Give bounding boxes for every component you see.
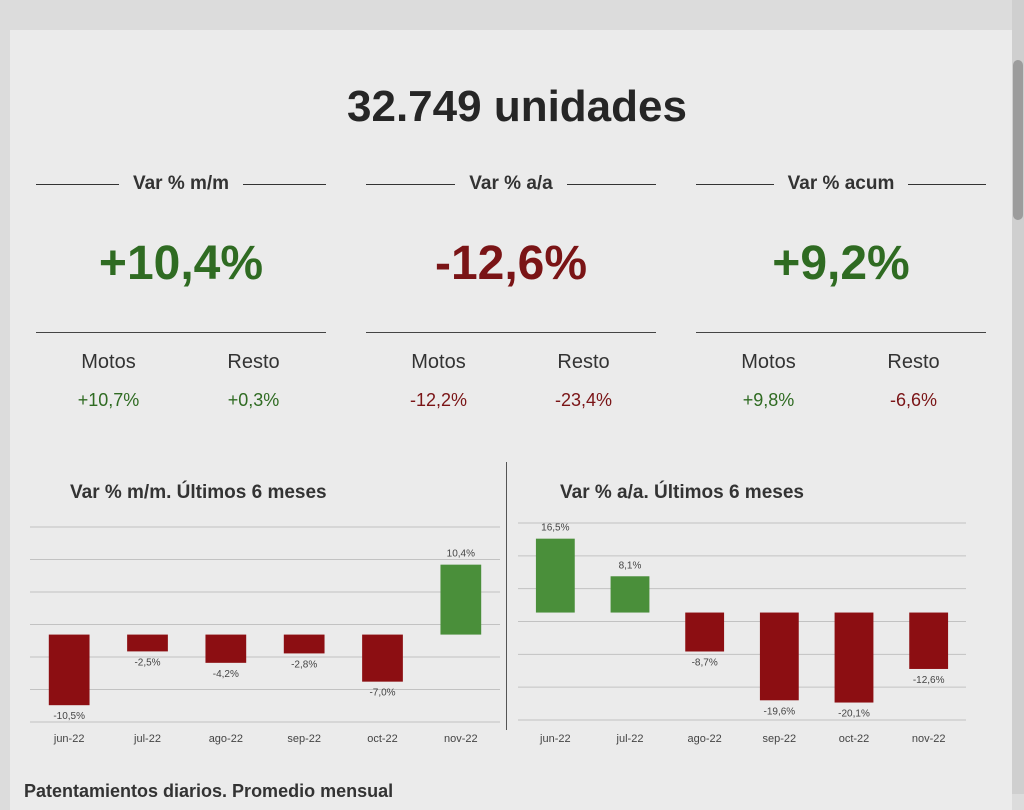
data-label: 16,5%	[541, 523, 569, 534]
data-label: -4,2%	[213, 669, 239, 680]
kpi-value: +9,2%	[772, 237, 910, 290]
kpi-sub-label-resto: Resto	[887, 351, 940, 373]
bar-oct-22	[362, 634, 403, 682]
tick-label: oct-22	[367, 733, 398, 745]
kpi-sub-value-resto: -23,4%	[554, 390, 613, 410]
kpi-var-aa: Var % a/a -12,6% Motos -12,2% Resto -23,4%	[366, 172, 657, 411]
data-label: -12,6%	[913, 675, 945, 686]
tick-label: nov-22	[444, 733, 478, 745]
bar-sep-22	[759, 612, 799, 701]
kpi-sub-label-motos: Motos	[411, 351, 466, 373]
data-label: -7,0%	[369, 688, 395, 699]
kpi-sub-value-resto: -6,6%	[889, 390, 938, 410]
kpi-var-acum: Var % acum +9,2% Motos +9,8% Resto -6,6%	[696, 172, 987, 411]
tick-label: sep-22	[763, 733, 797, 745]
data-label: 8,1%	[619, 560, 642, 571]
kpi-sub-value-motos: +9,8%	[742, 390, 795, 410]
bar-jun-22	[535, 538, 575, 613]
bar-nov-22	[909, 612, 949, 669]
chart-divider	[506, 462, 507, 730]
tick-label: sep-22	[287, 733, 321, 745]
section-title-daily: Patentamientos diarios. Promedio mensual	[24, 781, 394, 801]
tick-label: nov-22	[912, 733, 946, 745]
kpi-label: Var % a/a	[469, 173, 553, 194]
kpi-value: +10,4%	[98, 237, 264, 290]
data-label: -20,1%	[838, 709, 870, 720]
scrollbar-thumb[interactable]	[1013, 60, 1023, 220]
kpi-sub-label-motos: Motos	[81, 351, 136, 373]
kpi-sub-label-resto: Resto	[557, 351, 610, 373]
data-label: -19,6%	[763, 706, 795, 717]
tick-label: jun-22	[53, 733, 85, 745]
data-label: 10,4%	[447, 549, 475, 560]
data-label: -8,7%	[692, 657, 718, 668]
tick-label: jul-22	[133, 733, 161, 745]
tick-label: ago-22	[688, 733, 722, 745]
kpi-sub-label-resto: Resto	[227, 351, 280, 373]
scrollbar[interactable]	[1012, 0, 1024, 794]
bar-ago-22	[205, 634, 247, 663]
kpi-var-mm: Var % m/m +10,4% Motos +10,7% Resto +0,3%	[36, 172, 327, 411]
kpi-sub-value-motos: +10,7%	[77, 390, 140, 410]
bar-jul-22	[610, 576, 650, 613]
kpi-sub-value-resto: +0,3%	[227, 390, 280, 410]
bar-sep-22	[283, 634, 325, 654]
kpi-sub-value-motos: -12,2%	[409, 390, 468, 410]
kpi-sub-label-motos: Motos	[741, 351, 796, 373]
tick-label: oct-22	[839, 733, 870, 745]
data-label: -2,5%	[134, 657, 160, 668]
bar-nov-22	[440, 564, 482, 635]
tick-label: jul-22	[616, 733, 644, 745]
chart-title-aa: Var % a/a. Últimos 6 meses	[560, 482, 804, 503]
data-label: -10,5%	[53, 711, 85, 722]
bar-oct-22	[834, 612, 874, 703]
bar-jun-22	[48, 634, 90, 706]
bar-ago-22	[685, 612, 725, 652]
data-label: -2,8%	[291, 659, 317, 670]
chart-title-mm: Var % m/m. Últimos 6 meses	[70, 482, 327, 503]
bar-jul-22	[127, 634, 168, 652]
kpi-value: -12,6%	[434, 237, 588, 290]
kpi-label: Var % acum	[787, 173, 895, 194]
tick-label: ago-22	[209, 733, 243, 745]
tick-label: jun-22	[539, 733, 571, 745]
kpi-label: Var % m/m	[132, 173, 230, 194]
headline-units: 32.749 unidades	[347, 82, 687, 131]
